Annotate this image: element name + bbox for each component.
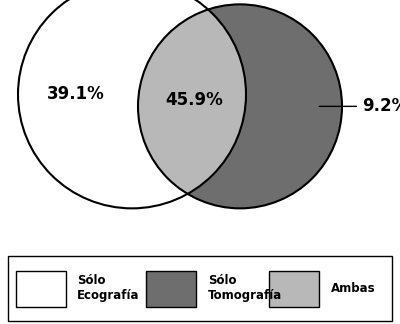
Circle shape [138, 4, 342, 208]
Bar [146, 271, 196, 307]
Text: 9.2%: 9.2% [319, 97, 400, 115]
Circle shape [138, 4, 342, 208]
Bar [16, 271, 66, 307]
Text: 45.9%: 45.9% [165, 91, 223, 110]
Text: Sólo
Tomografía: Sólo Tomografía [208, 274, 282, 302]
Bar [269, 271, 319, 307]
Circle shape [18, 0, 246, 208]
Text: Sólo
Ecografía: Sólo Ecografía [77, 274, 140, 302]
Text: Ambas: Ambas [330, 282, 375, 295]
Text: 39.1%: 39.1% [47, 85, 105, 103]
